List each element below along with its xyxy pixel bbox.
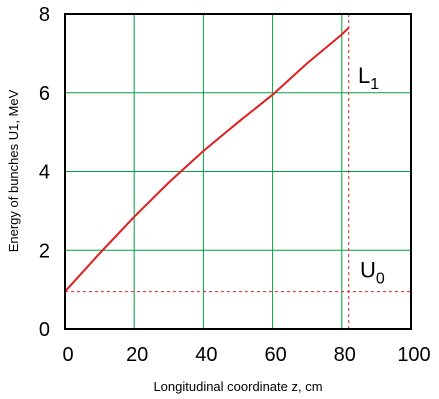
y-tick-label-0: 0 (39, 319, 50, 341)
reference-label-main: L (358, 63, 370, 88)
y-tick-labels: 0 2 4 6 8 (39, 4, 50, 341)
y-tick-label-3: 6 (39, 83, 50, 105)
x-axis-label: Longitudinal coordinate z, cm (153, 379, 322, 394)
reference-label-sub: 0 (376, 271, 385, 288)
series-line (64, 27, 350, 293)
y-tick-label-4: 8 (39, 4, 50, 26)
x-tick-label-0: 0 (62, 344, 73, 366)
x-tick-label-1: 20 (126, 344, 148, 366)
reference-label-main: U (360, 258, 376, 283)
x-tick-label-4: 80 (334, 344, 356, 366)
y-tick-label-2: 4 (39, 162, 50, 184)
x-tick-labels: 0 20 40 60 80 100 (62, 344, 430, 366)
y-axis-label: Energy of bunches U1, MeV (6, 89, 21, 252)
annotations: U0 L1 (358, 63, 385, 288)
reference-label-l1: L1 (358, 63, 379, 93)
grid (65, 14, 411, 329)
x-tick-label-2: 40 (195, 344, 217, 366)
reference-label-u0: U0 (360, 258, 385, 288)
plot-frame (64, 13, 412, 330)
reference-label-sub: 1 (370, 76, 379, 93)
x-tick-label-3: 60 (264, 344, 286, 366)
y-tick-label-1: 2 (39, 240, 50, 262)
x-tick-label-5: 100 (397, 344, 430, 366)
reference-lines (65, 14, 411, 329)
